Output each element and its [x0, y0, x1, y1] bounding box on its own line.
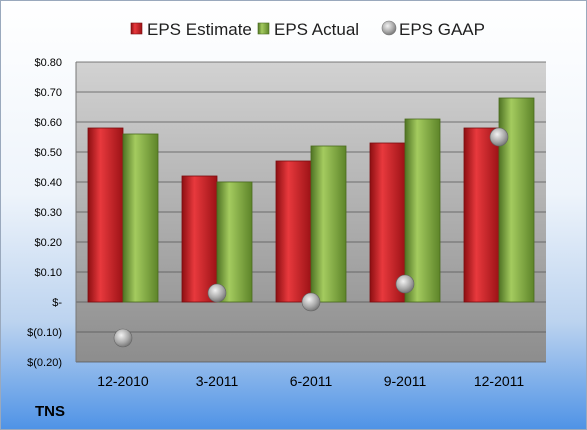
y-tick-label: $(0.10) [27, 327, 62, 339]
marker-eps-gaap-6-2011 [301, 292, 321, 312]
plot-area: $0.80 $0.70 $0.60 $0.50 $0.40 $0.30 $0.20 $0.10… [27, 57, 546, 389]
bar-eps-estimate-6-2011 [275, 160, 312, 303]
legend-label: EPS Estimate [147, 20, 252, 39]
y-tick-label: $0.30 [34, 207, 62, 219]
y-tick-label: $0.40 [34, 177, 62, 189]
ticker-label: TNS [35, 403, 65, 420]
y-tick-label: $(0.20) [27, 357, 62, 369]
x-tick-label: 6-2011 [290, 373, 333, 389]
y-tick-label: $- [52, 297, 62, 309]
legend-swatch-eps-estimate [130, 22, 143, 35]
bar-eps-actual-6-2011 [310, 145, 347, 303]
bar-eps-estimate-12-2010 [87, 127, 124, 303]
x-tick-label: 9-2011 [384, 373, 427, 389]
bar-eps-estimate-9-2011 [369, 142, 406, 303]
y-tick-label: $0.80 [34, 57, 62, 69]
legend-swatch-eps-actual [257, 22, 270, 35]
marker-eps-gaap-9-2011 [395, 274, 415, 294]
marker-eps-gaap-12-2011 [489, 127, 509, 147]
x-tick-label: 12-2011 [474, 373, 525, 389]
bar-eps-actual-9-2011 [404, 118, 441, 303]
x-tick-label: 12-2010 [97, 373, 149, 389]
legend-swatch-eps-gaap [381, 20, 397, 36]
marker-eps-gaap-12-2010 [113, 328, 133, 348]
legend-label: EPS Actual [274, 20, 359, 39]
x-tick-label: 3-2011 [196, 373, 239, 389]
y-tick-label: $0.70 [34, 87, 62, 99]
marker-eps-gaap-3-2011 [207, 283, 227, 303]
y-tick-label: $0.20 [34, 237, 62, 249]
chart-legend: EPS Estimate EPS Actual EPS GAAP [130, 20, 485, 39]
y-tick-label: $0.10 [34, 267, 62, 279]
bar-eps-estimate-3-2011 [181, 175, 218, 303]
bar-eps-estimate-12-2011 [463, 127, 500, 303]
y-tick-label: $0.60 [34, 117, 62, 129]
bar-eps-actual-12-2011 [498, 97, 535, 303]
bar-eps-actual-3-2011 [216, 181, 253, 303]
y-tick-label: $0.50 [34, 147, 62, 159]
bar-eps-actual-12-2010 [122, 133, 159, 303]
legend-label: EPS GAAP [399, 20, 485, 39]
